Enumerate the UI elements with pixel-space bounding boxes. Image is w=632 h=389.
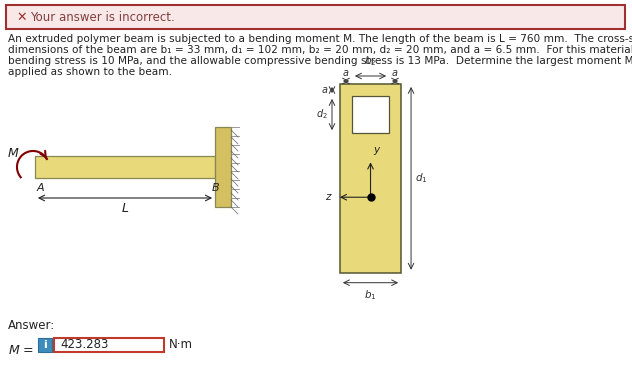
Text: $d_1$: $d_1$	[415, 172, 428, 185]
Text: $a$: $a$	[391, 68, 399, 78]
Text: $M$: $M$	[7, 147, 19, 159]
Text: $y$: $y$	[372, 145, 381, 158]
Bar	[215, 127, 231, 207]
Bar	[38, 338, 52, 352]
Text: i: i	[43, 340, 47, 350]
Text: Answer:: Answer:	[8, 319, 55, 332]
Text: $d_2$: $d_2$	[316, 108, 328, 121]
Text: $b_1$: $b_1$	[364, 288, 377, 301]
Text: $L$: $L$	[121, 202, 129, 215]
Bar	[340, 84, 401, 273]
Text: dimensions of the beam are b₁ = 33 mm, d₁ = 102 mm, b₂ = 20 mm, d₂ = 20 mm, and : dimensions of the beam are b₁ = 33 mm, d…	[8, 45, 632, 55]
Text: ✕: ✕	[16, 11, 27, 23]
Text: $M$ =: $M$ =	[8, 343, 34, 356]
Text: N·m: N·m	[169, 338, 193, 352]
Text: Your answer is incorrect.: Your answer is incorrect.	[30, 11, 175, 23]
Text: $z$: $z$	[325, 192, 333, 202]
Text: $a$: $a$	[320, 85, 328, 95]
Text: applied as shown to the beam.: applied as shown to the beam.	[8, 67, 172, 77]
Text: $b_2$: $b_2$	[364, 54, 377, 68]
Bar	[352, 96, 389, 133]
Text: $B$: $B$	[211, 181, 220, 193]
Text: $a$: $a$	[343, 68, 349, 78]
Bar	[54, 338, 164, 352]
Text: An extruded polymer beam is subjected to a bending moment M. The length of the b: An extruded polymer beam is subjected to…	[8, 34, 632, 44]
Bar	[35, 156, 215, 178]
Bar	[6, 5, 625, 29]
Text: bending stress is 10 MPa, and the allowable compressive bending stress is 13 MPa: bending stress is 10 MPa, and the allowa…	[8, 56, 632, 66]
Text: 423.283: 423.283	[60, 338, 108, 352]
Text: $A$: $A$	[36, 181, 46, 193]
